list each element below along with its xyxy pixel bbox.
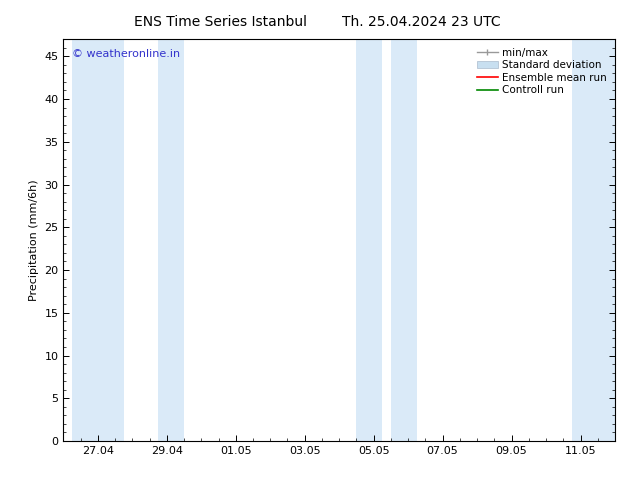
Bar [391,39,417,441]
Y-axis label: Precipitation (mm/6h): Precipitation (mm/6h) [29,179,39,301]
Bar [572,39,615,441]
Bar [72,39,124,441]
Bar [158,39,184,441]
Text: ENS Time Series Istanbul        Th. 25.04.2024 23 UTC: ENS Time Series Istanbul Th. 25.04.2024 … [134,15,500,29]
Bar [356,39,382,441]
Text: © weatheronline.in: © weatheronline.in [72,49,180,59]
Legend: min/max, Standard deviation, Ensemble mean run, Controll run: min/max, Standard deviation, Ensemble me… [474,45,610,98]
